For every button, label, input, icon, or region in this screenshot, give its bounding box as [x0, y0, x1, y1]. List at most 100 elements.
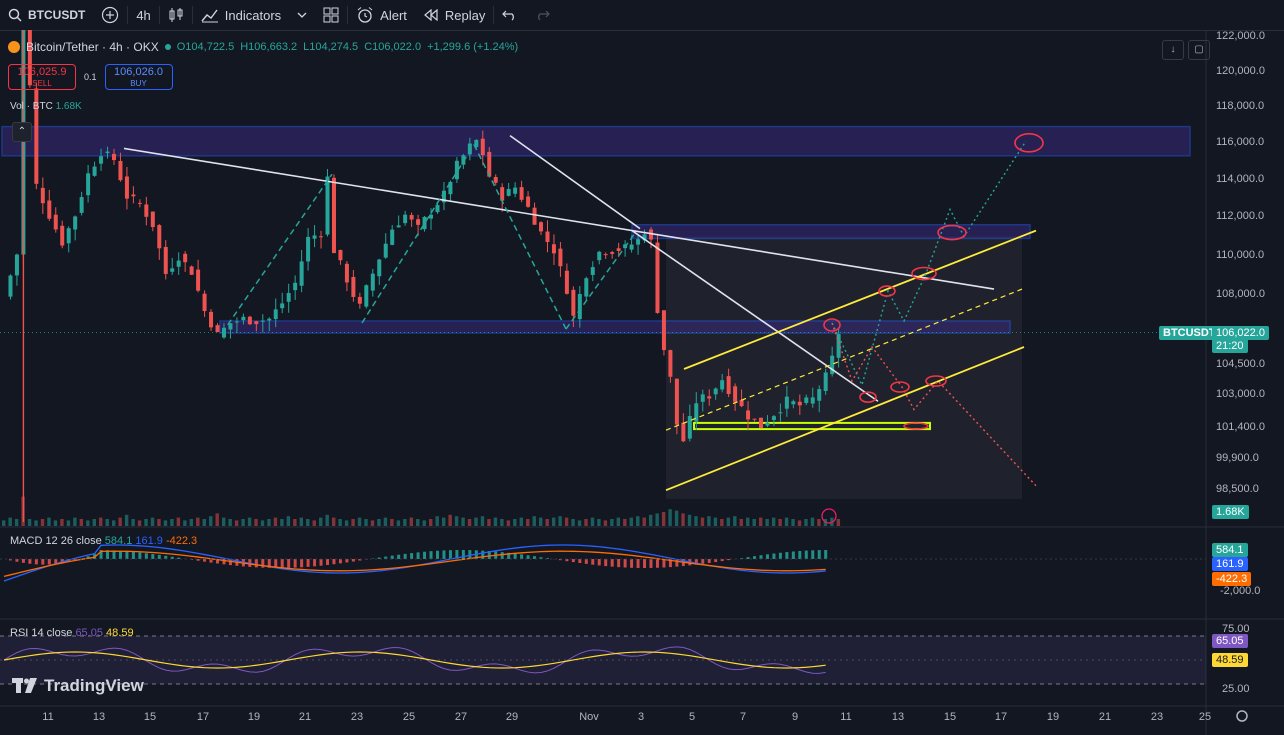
volume-bar [241, 519, 245, 526]
alert-button[interactable]: Alert [348, 0, 415, 30]
countdown-tag: 21:20 [1212, 339, 1248, 353]
download-icon[interactable]: ↓ [1162, 40, 1184, 60]
candle-body [280, 303, 285, 309]
candle-body [513, 187, 518, 194]
macd-histogram-bar [481, 550, 485, 559]
macd-histogram-bar [222, 559, 226, 565]
x-tick-label: 5 [689, 711, 695, 723]
volume-bar [590, 517, 595, 526]
symbol-label: BTCUSDT [28, 8, 86, 22]
volume-bar [202, 519, 206, 526]
volume-bar [720, 519, 724, 526]
macd-histogram-bar [636, 559, 640, 568]
target-ellipse [925, 375, 947, 387]
candle-body [234, 321, 239, 323]
volume-bar [357, 517, 362, 526]
macd-histogram-bar [177, 557, 181, 559]
sell-button[interactable]: 106,025.9 SELL [8, 64, 76, 90]
price-chart[interactable]: 122,000.0 120,000.0 118,000.0 116,000.0 114,… [0, 30, 1284, 735]
volume-bar [765, 519, 769, 526]
volume-bar [603, 520, 608, 526]
candle-body [293, 282, 298, 291]
rsi-band [0, 636, 1206, 684]
volume-bar [746, 517, 750, 526]
volume-bar [687, 514, 692, 526]
macd-histogram-bar [21, 559, 25, 563]
candle-body [655, 242, 660, 313]
toolbar-divider [158, 6, 160, 24]
volume-bar [454, 516, 459, 526]
spread-value: 0.1 [84, 72, 97, 82]
y-tick-label: 116,000.0 [1216, 136, 1264, 148]
zone-0 [1, 125, 1191, 157]
toolbar-divider [191, 6, 193, 24]
chart-type-button[interactable] [160, 0, 192, 30]
macd-histogram-bar [539, 557, 543, 559]
volume-bar [661, 512, 666, 526]
candle-body [403, 214, 408, 224]
volume-bar [526, 519, 530, 526]
volume-bar [312, 520, 316, 526]
candle-body [584, 278, 589, 297]
search-icon [8, 8, 22, 22]
replay-button[interactable]: Replay [415, 0, 493, 30]
candle-body [810, 397, 815, 404]
volume-bar [500, 519, 504, 526]
buy-button[interactable]: 106,026.0 BUY [104, 64, 173, 90]
top-toolbar: BTCUSDT 4h Indicators Alert [0, 0, 1284, 31]
volume-bar [551, 517, 556, 526]
macd-histogram-bar [351, 559, 355, 562]
macd-histogram-bar [811, 550, 815, 559]
collapse-legend-button[interactable]: ⌃ [12, 122, 32, 142]
macd-histogram-bar [345, 559, 349, 563]
volume-bar [448, 514, 452, 526]
macd-histogram-bar [720, 559, 724, 562]
macd-histogram-bar [15, 559, 19, 562]
interval-button[interactable]: 4h [128, 0, 158, 30]
volume-bar [649, 514, 653, 526]
symbol-price-tag: BTCUSDT [1159, 326, 1217, 340]
indicators-button[interactable]: Indicators [193, 0, 289, 30]
candle-body [221, 327, 226, 338]
rsi-tag-2: 48.59 [1212, 653, 1248, 667]
volume-bar [655, 513, 659, 526]
volume-value: 1.68K [55, 101, 82, 112]
trendline-down [631, 229, 879, 402]
volume-bar [247, 517, 252, 526]
volume-bar [817, 519, 821, 526]
volume-bar [286, 516, 291, 526]
macd-histogram-bar [623, 559, 627, 568]
volume-bar [170, 519, 174, 526]
macd-tag-1: 584.1 [1212, 543, 1248, 557]
macd-histogram-bar [377, 557, 381, 559]
undo-button[interactable] [494, 0, 526, 30]
fullscreen-icon[interactable]: ▢ [1188, 40, 1210, 60]
redo-button[interactable] [526, 0, 558, 30]
candle-body [73, 216, 78, 230]
templates-button[interactable] [315, 0, 347, 30]
symbol-search[interactable]: BTCUSDT [0, 0, 93, 30]
candle-body [577, 294, 582, 320]
macd-histogram-bar [203, 559, 207, 562]
candle-body [674, 378, 679, 425]
candle-body [830, 355, 835, 375]
candle-body [383, 243, 388, 258]
macd-histogram-bar [714, 559, 718, 563]
macd-tick-label: -2,000.0 [1220, 585, 1260, 597]
macd-value-2: 161.9 [135, 535, 163, 547]
macd-histogram-bar [591, 559, 595, 565]
volume-bar [351, 519, 355, 526]
y-tick-label: 122,000.0 [1216, 30, 1265, 42]
macd-histogram-bar [196, 559, 200, 561]
macd-histogram-bar [47, 559, 51, 565]
rsi-line [3, 646, 826, 674]
volume-bar [739, 519, 743, 526]
candle-body [435, 205, 440, 213]
candle-body [14, 254, 19, 276]
bullish-projection [831, 140, 1027, 387]
indicators-dropdown[interactable] [289, 0, 315, 30]
volume-bar [623, 519, 627, 526]
interval-label: 4h [136, 7, 151, 23]
compare-button[interactable] [93, 0, 127, 30]
macd-layer [0, 544, 1206, 582]
